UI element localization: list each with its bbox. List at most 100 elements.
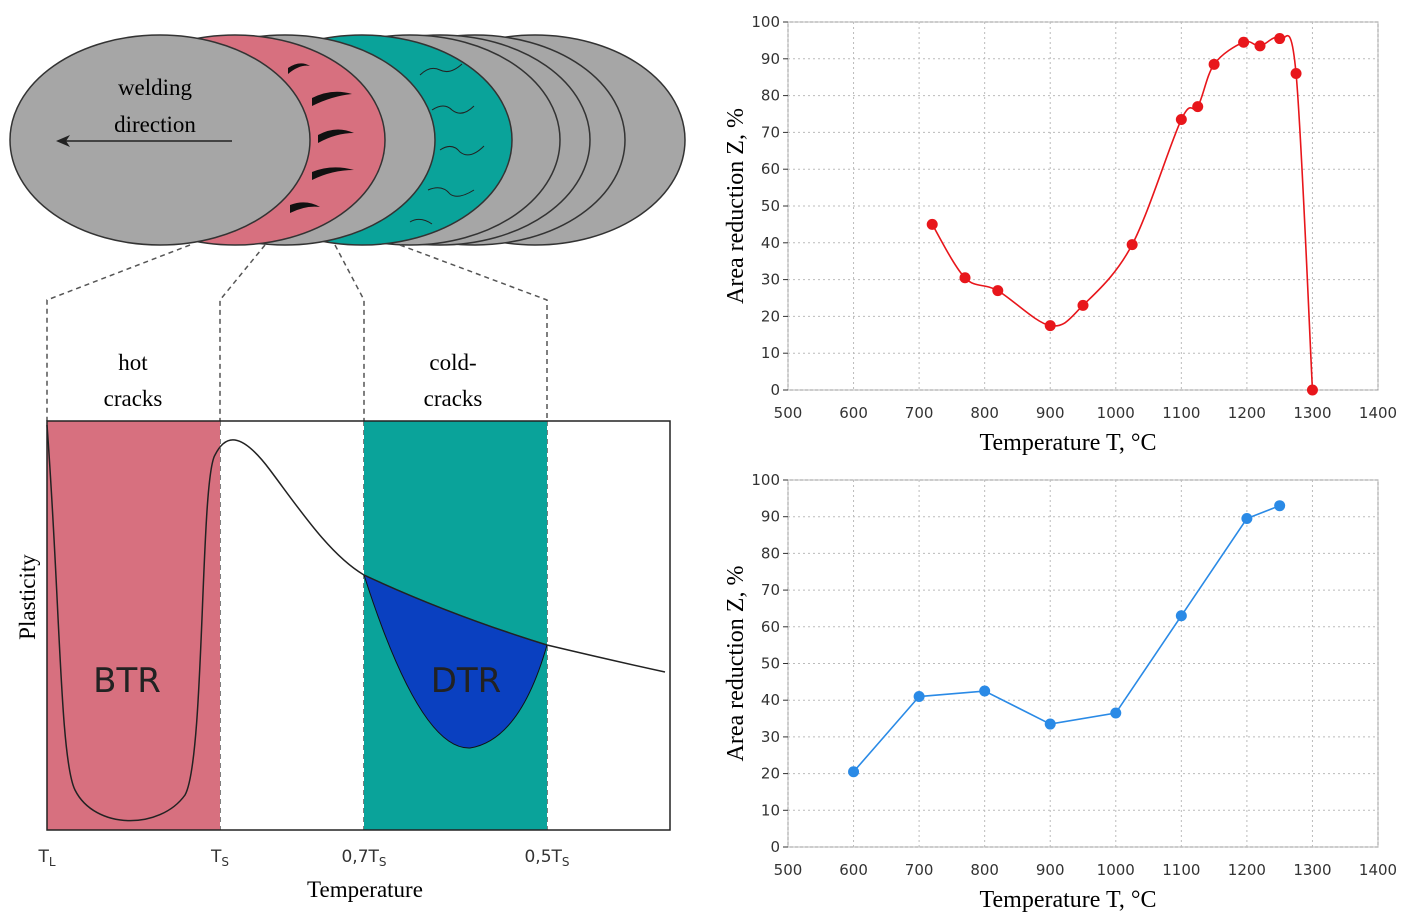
- y-tick-label: 60: [761, 160, 780, 178]
- data-point: [926, 218, 938, 230]
- y-tick-label: 10: [761, 344, 780, 362]
- data-point: [1254, 40, 1266, 52]
- data-point: [1044, 320, 1056, 332]
- y-tick-label: 40: [761, 234, 780, 252]
- tick-base: T: [210, 847, 222, 867]
- data-point: [1238, 36, 1250, 48]
- label: hot: [118, 350, 148, 375]
- label: cracks: [104, 386, 163, 411]
- x-tick-label: 1300: [1293, 861, 1331, 879]
- x-tick-label: TL: [37, 847, 55, 869]
- plasticity-curve: [46, 424, 666, 822]
- y-axis-title: Area reduction Z, %: [723, 108, 749, 304]
- y-tick-label: 70: [761, 123, 780, 141]
- data-point: [1175, 114, 1187, 126]
- data-point: [1290, 68, 1302, 80]
- hot-crack-marks: [288, 63, 354, 213]
- y-tick-label: 100: [751, 471, 780, 489]
- x-tick-label: 500: [774, 404, 803, 422]
- y-tick-label: 100: [751, 13, 780, 31]
- data-point: [979, 685, 991, 697]
- btr-region: [47, 421, 220, 830]
- x-tick-label: 1000: [1097, 861, 1135, 879]
- label: welding: [118, 75, 193, 100]
- y-tick-label: 30: [761, 271, 780, 289]
- data-point: [1192, 101, 1204, 113]
- series-line: [852, 504, 1280, 773]
- y-tick-label: 40: [761, 691, 780, 709]
- y-tick-label: 80: [761, 87, 780, 105]
- tick-base: 0,7T: [341, 847, 379, 867]
- y-tick-label: 50: [761, 197, 780, 215]
- label: direction: [114, 112, 196, 137]
- y-tick-label: 30: [761, 728, 780, 746]
- data-point: [848, 766, 860, 778]
- x-tick-label: 600: [839, 861, 868, 879]
- x-axis-title: Temperature T, °C: [980, 887, 1157, 913]
- data-point: [1274, 500, 1286, 512]
- welding-diagram: welding direction hot cracks cold- crack…: [9, 34, 686, 902]
- y-tick-label: 20: [761, 765, 780, 783]
- x-tick-label: 0,5TS: [524, 847, 569, 869]
- x-tick-label: 700: [905, 861, 934, 879]
- tick-base: 0,5T: [524, 847, 562, 867]
- y-tick-label: 80: [761, 544, 780, 562]
- x-tick-label: 600: [839, 404, 868, 422]
- plot-frame: [46, 420, 671, 831]
- arrow-head: [56, 135, 70, 147]
- x-tick-label: 1400: [1359, 861, 1397, 879]
- label: BTR: [93, 661, 161, 701]
- y-tick-label: 0: [770, 838, 780, 856]
- y-axis-title: Area reduction Z, %: [723, 566, 749, 762]
- x-tick-label: 900: [1036, 404, 1065, 422]
- y-tick-label: 60: [761, 618, 780, 636]
- data-point: [1175, 610, 1187, 622]
- y-tick-label: 10: [761, 801, 780, 819]
- data-point: [1077, 299, 1089, 311]
- x-axis-title: Temperature T, °C: [980, 430, 1157, 456]
- data-point: [1241, 513, 1253, 525]
- y-tick-label: 0: [770, 381, 780, 399]
- y-tick-label: 20: [761, 307, 780, 325]
- label: cracks: [424, 386, 483, 411]
- x-tick-label: 500: [774, 861, 803, 879]
- y-tick-label: 50: [761, 655, 780, 673]
- x-tick-label: 800: [970, 861, 999, 879]
- data-point: [1274, 33, 1286, 45]
- label: cold-: [429, 350, 476, 375]
- x-tick-label: 0,7TS: [341, 847, 386, 869]
- y-tick-label: 90: [761, 50, 780, 68]
- y-tick-label: 70: [761, 581, 780, 599]
- data-point: [1044, 718, 1056, 730]
- data-point: [913, 691, 925, 703]
- label: DTR: [431, 661, 502, 701]
- x-tick-label: 1200: [1228, 861, 1266, 879]
- x-tick-label: 1100: [1162, 861, 1200, 879]
- x-tick-label: TS: [210, 847, 229, 869]
- x-tick-label: 1200: [1228, 404, 1266, 422]
- data-point: [1306, 384, 1318, 396]
- x-tick-label: 800: [970, 404, 999, 422]
- x-tick-label: 1400: [1359, 404, 1397, 422]
- connector-lines: [46, 244, 548, 830]
- x-tick-label: 1100: [1162, 404, 1200, 422]
- tick-sub: S: [562, 855, 570, 869]
- axis-title: Plasticity: [15, 554, 40, 640]
- data-point: [992, 285, 1004, 297]
- cold-crack-marks: [409, 63, 485, 225]
- tick-sub: S: [379, 855, 387, 869]
- x-tick-label: 900: [1036, 861, 1065, 879]
- y-tick-label: 90: [761, 508, 780, 526]
- tick-sub: L: [49, 855, 56, 869]
- data-point: [959, 272, 971, 284]
- x-tick-label: 1300: [1293, 404, 1331, 422]
- x-tick-label: 1000: [1097, 404, 1135, 422]
- tick-sub: S: [221, 855, 229, 869]
- weld-pool: [9, 34, 311, 246]
- tick-base: T: [37, 847, 49, 867]
- x-tick-label: 700: [905, 404, 934, 422]
- axis-title: Temperature: [307, 877, 423, 902]
- data-point: [1208, 58, 1220, 70]
- data-point: [1110, 707, 1122, 719]
